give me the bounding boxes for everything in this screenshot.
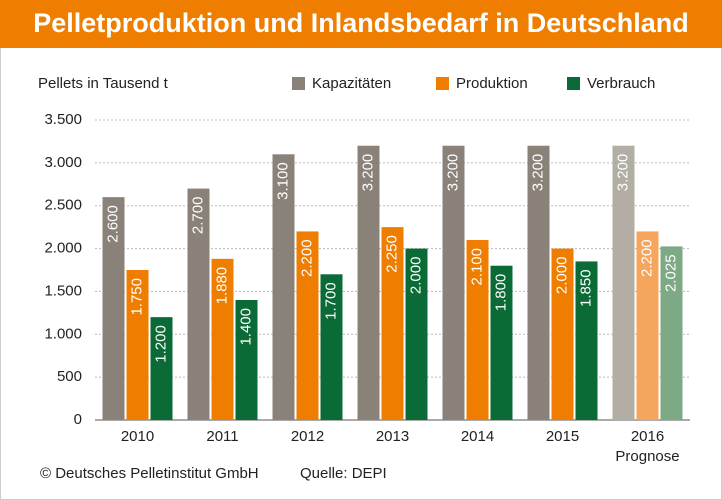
bar <box>187 188 210 420</box>
y-tick-label: 2.500 <box>44 197 82 214</box>
y-tick-label: 3.000 <box>44 154 82 171</box>
bar <box>211 258 234 420</box>
bar <box>272 154 295 421</box>
bar <box>320 274 343 420</box>
value-label: 1.200 <box>152 325 169 363</box>
value-label: 3.200 <box>359 154 376 192</box>
bar <box>150 317 173 420</box>
legend-label: Produktion <box>456 75 528 92</box>
x-tick-label: 2014 <box>461 428 494 445</box>
value-label: 2.025 <box>662 254 679 292</box>
value-label: 2.000 <box>553 257 570 295</box>
x-tick-label: 2010 <box>121 428 154 445</box>
bar <box>405 248 428 420</box>
bar <box>575 261 598 420</box>
x-tick-label: 2012 <box>291 428 324 445</box>
bar <box>612 145 635 420</box>
bar <box>636 231 659 420</box>
bar <box>296 231 319 420</box>
source: Quelle: DEPI <box>300 465 387 482</box>
value-label: 1.880 <box>213 267 230 305</box>
legend-label: Verbrauch <box>587 75 655 92</box>
chart-title: Pelletproduktion und Inlandsbedarf in De… <box>33 8 689 38</box>
y-tick-label: 1.500 <box>44 282 82 299</box>
y-tick-label: 3.500 <box>44 111 82 128</box>
copyright: © Deutsches Pelletinstitut GmbH <box>40 465 259 482</box>
bar <box>466 240 489 420</box>
value-label: 1.400 <box>237 308 254 346</box>
bar <box>381 227 404 420</box>
bar <box>442 145 465 420</box>
value-label: 2.000 <box>407 257 424 295</box>
y-tick-label: 500 <box>57 368 82 385</box>
value-label: 2.200 <box>638 239 655 277</box>
value-label: 1.750 <box>128 278 145 316</box>
bar <box>660 246 683 420</box>
y-tick-label: 2.000 <box>44 240 82 257</box>
value-label: 3.200 <box>614 154 631 192</box>
x-tick-label: 2016 <box>631 428 664 445</box>
value-label: 2.200 <box>298 239 315 277</box>
x-tick-label: 2013 <box>376 428 409 445</box>
bar <box>490 265 513 420</box>
legend-swatch <box>567 77 580 90</box>
bar <box>102 197 125 420</box>
legend-label: Kapazitäten <box>312 75 391 92</box>
y-tick-label: 1.000 <box>44 325 82 342</box>
value-label: 2.250 <box>383 235 400 273</box>
title-bar <box>0 0 722 48</box>
x-tick-label: 2011 <box>206 428 238 445</box>
value-label: 1.700 <box>322 282 339 320</box>
value-label: 2.100 <box>468 248 485 286</box>
legend-swatch <box>292 77 305 90</box>
annotation: Prognose <box>615 448 679 465</box>
y-axis-label: Pellets in Tausend t <box>38 75 169 92</box>
value-label: 1.850 <box>577 269 594 307</box>
value-label: 2.700 <box>189 197 206 235</box>
value-label: 1.800 <box>492 274 509 312</box>
value-label: 3.200 <box>444 154 461 192</box>
bar <box>235 300 258 420</box>
value-label: 3.100 <box>274 162 291 200</box>
value-label: 3.200 <box>529 154 546 192</box>
bar <box>126 270 149 420</box>
bar <box>357 145 380 420</box>
y-tick-label: 0 <box>74 411 82 428</box>
value-label: 2.600 <box>104 205 121 243</box>
bar <box>527 145 550 420</box>
legend-swatch <box>436 77 449 90</box>
x-tick-label: 2015 <box>546 428 579 445</box>
bar <box>551 248 574 420</box>
